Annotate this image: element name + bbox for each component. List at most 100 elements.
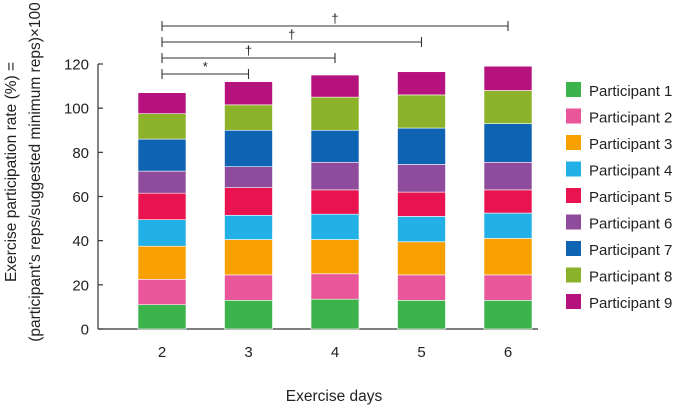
legend-swatch [566, 108, 581, 124]
legend-label: Participant 4 [589, 163, 672, 180]
bar-segment-participant-4 [137, 219, 187, 247]
y-tick-label: 80 [72, 145, 89, 162]
y-tick-label: 60 [72, 189, 89, 206]
bar-segment-participant-1 [137, 304, 187, 330]
bar-segment-participant-4 [224, 214, 273, 240]
legend-item: Participant 4 [566, 161, 672, 180]
bar-stack-day-5 [397, 71, 446, 330]
legend-swatch [566, 241, 581, 256]
bar-segment-participant-4 [483, 212, 533, 239]
bar-segment-participant-5 [137, 192, 187, 220]
y-tick-label: 120 [64, 57, 89, 74]
bar-segment-participant-7 [224, 129, 273, 167]
legend-label: Participant 3 [589, 136, 672, 153]
bar-segment-participant-9 [483, 65, 533, 91]
bar-segment-participant-8 [137, 113, 187, 140]
bar-stack-day-6 [483, 65, 533, 330]
bar-segment-participant-3 [137, 245, 187, 280]
bar-segment-participant-5 [483, 189, 533, 214]
legend: Participant 1 Participant 2 Participant 3 P… [566, 82, 672, 312]
bar-segment-participant-3 [310, 239, 360, 275]
bar-stack-day-4 [310, 74, 360, 330]
bar-segment-participant-6 [137, 170, 187, 194]
bar-segment-participant-8 [310, 96, 360, 131]
significance-bracket: * [161, 59, 250, 79]
bar-stack-day-2 [137, 92, 187, 330]
significance-bracket: † [161, 27, 423, 47]
bar-segment-participant-9 [224, 81, 273, 106]
x-tick-label: 3 [244, 344, 252, 361]
legend-label: Participant 2 [589, 110, 672, 127]
legend-item: Participant 2 [566, 108, 672, 127]
significance-label: * [203, 59, 208, 74]
legend-item: Participant 9 [566, 294, 672, 312]
legend-label: Participant 8 [589, 269, 672, 286]
y-axis-title: Exercise participation rate (%) = (parti… [3, 2, 44, 342]
bar-segment-participant-3 [483, 238, 533, 276]
y-axis-title-line2: (participant’s reps/suggested minimum re… [27, 2, 44, 342]
bar-segment-participant-1 [224, 299, 273, 330]
bar-segment-participant-2 [397, 274, 446, 301]
significance-label: † [288, 27, 295, 42]
y-tick-label: 100 [64, 101, 89, 118]
legend-swatch [566, 294, 581, 309]
bar-segment-participant-8 [397, 94, 446, 129]
y-tick-label: 20 [72, 277, 89, 294]
bar-segment-participant-3 [397, 241, 446, 276]
bar-segment-participant-7 [483, 123, 533, 163]
legend-item: Participant 3 [566, 135, 672, 153]
x-tick-label: 6 [504, 344, 512, 361]
y-axis-title-line1: Exercise participation rate (%) = [3, 62, 20, 282]
significance-bracket: † [161, 11, 509, 31]
bar-segment-participant-4 [397, 216, 446, 243]
y-tick-label: 40 [72, 233, 89, 250]
bar-segment-participant-2 [137, 279, 187, 306]
significance-label: † [331, 11, 338, 26]
bar-segment-participant-9 [310, 74, 360, 98]
x-tick-label: 2 [158, 344, 166, 361]
bars [137, 65, 533, 330]
bar-segment-participant-6 [483, 161, 533, 191]
bar-segment-participant-2 [310, 273, 360, 300]
bar-segment-participant-1 [483, 299, 533, 330]
legend-label: Participant 7 [589, 242, 672, 259]
bar-segment-participant-2 [224, 274, 273, 301]
bar-segment-participant-7 [137, 138, 187, 172]
legend-item: Participant 6 [566, 214, 672, 233]
legend-swatch [566, 135, 581, 150]
x-axis-title: Exercise days [286, 388, 383, 405]
legend-swatch [566, 214, 581, 230]
legend-label: Participant 9 [589, 295, 672, 312]
bar-segment-participant-9 [397, 71, 446, 96]
bar-segment-participant-6 [224, 166, 273, 188]
axes: 0 20 40 60 80 100 120 2 3 4 5 6 [64, 57, 538, 361]
bar-segment-participant-9 [137, 92, 187, 114]
bar-segment-participant-4 [310, 213, 360, 240]
x-tick-label: 4 [331, 344, 339, 361]
bar-segment-participant-5 [310, 189, 360, 215]
legend-swatch [566, 188, 581, 203]
legend-swatch [566, 161, 581, 177]
bar-segment-participant-1 [310, 298, 360, 330]
bar-segment-participant-2 [483, 274, 533, 301]
bar-segment-participant-6 [397, 164, 446, 193]
legend-swatch [566, 267, 581, 283]
legend-label: Participant 6 [589, 216, 672, 233]
bar-segment-participant-5 [397, 191, 446, 217]
bar-segment-participant-5 [224, 187, 273, 216]
legend-item: Participant 1 [566, 82, 672, 100]
legend-item: Participant 8 [566, 267, 672, 286]
bar-segment-participant-7 [310, 129, 360, 163]
x-tick-label: 5 [417, 344, 425, 361]
legend-swatch [566, 82, 581, 97]
significance-label: † [245, 43, 252, 58]
legend-item: Participant 7 [566, 241, 672, 259]
legend-label: Participant 5 [589, 189, 672, 206]
bar-segment-participant-8 [224, 104, 273, 131]
y-tick-label: 0 [81, 322, 89, 339]
bar-stack-day-3 [224, 81, 273, 330]
bar-segment-participant-8 [483, 90, 533, 124]
legend-item: Participant 5 [566, 188, 672, 206]
bar-segment-participant-7 [397, 127, 446, 165]
